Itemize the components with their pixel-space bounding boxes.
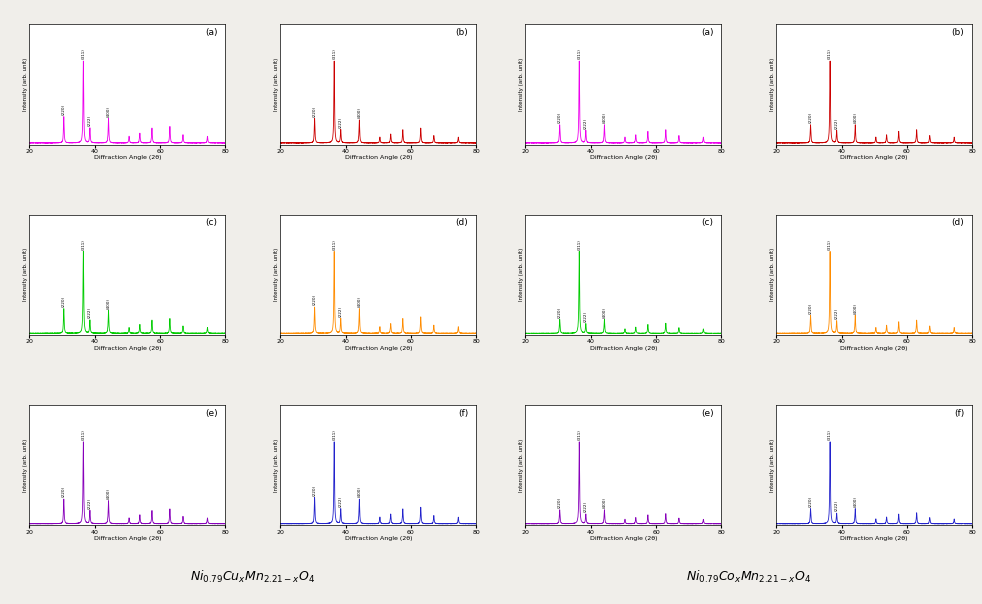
Y-axis label: Intensity (arb. unit): Intensity (arb. unit) (518, 58, 524, 111)
Text: (220): (220) (808, 112, 812, 123)
Text: (222): (222) (339, 496, 343, 507)
Text: (222): (222) (339, 117, 343, 128)
Text: (220): (220) (312, 484, 316, 496)
Y-axis label: Intensity (arb. unit): Intensity (arb. unit) (274, 58, 279, 111)
Text: (222): (222) (339, 306, 343, 316)
Y-axis label: Intensity (arb. unit): Intensity (arb. unit) (23, 248, 28, 301)
Text: (b): (b) (456, 28, 468, 37)
Y-axis label: Intensity (arb. unit): Intensity (arb. unit) (23, 58, 28, 111)
X-axis label: Diffraction Angle (2θ): Diffraction Angle (2θ) (841, 536, 908, 541)
Y-axis label: Intensity (arb. unit): Intensity (arb. unit) (23, 439, 28, 492)
X-axis label: Diffraction Angle (2θ): Diffraction Angle (2θ) (841, 345, 908, 351)
Text: (222): (222) (583, 311, 588, 322)
Y-axis label: Intensity (arb. unit): Intensity (arb. unit) (770, 248, 775, 301)
Text: (d): (d) (456, 218, 468, 227)
Text: (222): (222) (835, 500, 839, 512)
Text: (400): (400) (106, 298, 111, 309)
X-axis label: Diffraction Angle (2θ): Diffraction Angle (2θ) (345, 536, 412, 541)
Text: (400): (400) (853, 496, 857, 507)
Y-axis label: Intensity (arb. unit): Intensity (arb. unit) (518, 439, 524, 492)
Text: (222): (222) (87, 307, 92, 318)
X-axis label: Diffraction Angle (2θ): Diffraction Angle (2θ) (345, 155, 412, 160)
Text: (400): (400) (602, 307, 607, 318)
X-axis label: Diffraction Angle (2θ): Diffraction Angle (2θ) (345, 345, 412, 351)
Text: (311): (311) (577, 239, 581, 250)
Text: (400): (400) (602, 112, 607, 123)
Text: (400): (400) (602, 497, 607, 508)
Text: (d): (d) (952, 218, 964, 227)
X-axis label: Diffraction Angle (2θ): Diffraction Angle (2θ) (93, 536, 161, 541)
Text: (311): (311) (82, 429, 85, 440)
Text: (e): (e) (205, 408, 218, 417)
Text: (220): (220) (808, 496, 812, 507)
Text: (400): (400) (853, 303, 857, 313)
Y-axis label: Intensity (arb. unit): Intensity (arb. unit) (518, 248, 524, 301)
Text: (c): (c) (205, 218, 218, 227)
Text: (220): (220) (62, 296, 66, 307)
Y-axis label: Intensity (arb. unit): Intensity (arb. unit) (274, 248, 279, 301)
Text: (220): (220) (558, 497, 562, 508)
Text: (f): (f) (459, 408, 468, 417)
X-axis label: Diffraction Angle (2θ): Diffraction Angle (2θ) (589, 536, 657, 541)
Text: (311): (311) (577, 429, 581, 440)
Text: (400): (400) (853, 112, 857, 123)
Text: (220): (220) (62, 104, 66, 115)
Text: (222): (222) (583, 118, 588, 129)
X-axis label: Diffraction Angle (2θ): Diffraction Angle (2θ) (589, 345, 657, 351)
Y-axis label: Intensity (arb. unit): Intensity (arb. unit) (770, 439, 775, 492)
Text: (220): (220) (312, 294, 316, 306)
Text: (a): (a) (701, 28, 714, 37)
Text: (220): (220) (808, 303, 812, 313)
X-axis label: Diffraction Angle (2θ): Diffraction Angle (2θ) (841, 155, 908, 160)
Text: (400): (400) (106, 106, 111, 117)
Text: (311): (311) (332, 429, 336, 440)
Text: (b): (b) (952, 28, 964, 37)
X-axis label: Diffraction Angle (2θ): Diffraction Angle (2θ) (589, 155, 657, 160)
Text: (311): (311) (828, 48, 832, 59)
Text: (222): (222) (583, 501, 588, 512)
Text: (222): (222) (835, 308, 839, 319)
Text: (a): (a) (205, 28, 218, 37)
Text: (400): (400) (357, 486, 361, 498)
Text: (220): (220) (312, 106, 316, 117)
Text: (220): (220) (558, 307, 562, 318)
Text: (220): (220) (62, 486, 66, 498)
Text: (311): (311) (332, 48, 336, 59)
Text: (400): (400) (357, 108, 361, 118)
Text: (f): (f) (955, 408, 964, 417)
Text: (220): (220) (558, 112, 562, 123)
Text: (400): (400) (357, 296, 361, 307)
Text: (400): (400) (106, 488, 111, 499)
Text: (311): (311) (828, 239, 832, 250)
X-axis label: Diffraction Angle (2θ): Diffraction Angle (2θ) (93, 155, 161, 160)
Text: (311): (311) (82, 239, 85, 250)
Text: (311): (311) (332, 239, 336, 250)
Y-axis label: Intensity (arb. unit): Intensity (arb. unit) (770, 58, 775, 111)
Text: (c): (c) (701, 218, 714, 227)
X-axis label: Diffraction Angle (2θ): Diffraction Angle (2θ) (93, 345, 161, 351)
Text: (222): (222) (87, 115, 92, 126)
Text: Ni$_{0.79}$Cu$_x$Mn$_{2.21-x}$O$_4$: Ni$_{0.79}$Cu$_x$Mn$_{2.21-x}$O$_4$ (191, 569, 315, 585)
Text: (311): (311) (82, 48, 85, 59)
Text: (311): (311) (828, 429, 832, 440)
Text: (222): (222) (835, 118, 839, 129)
Y-axis label: Intensity (arb. unit): Intensity (arb. unit) (274, 439, 279, 492)
Text: (e): (e) (701, 408, 714, 417)
Text: (222): (222) (87, 498, 92, 509)
Text: Ni$_{0.79}$Co$_x$Mn$_{2.21-x}$O$_4$: Ni$_{0.79}$Co$_x$Mn$_{2.21-x}$O$_4$ (686, 569, 811, 585)
Text: (311): (311) (577, 48, 581, 59)
